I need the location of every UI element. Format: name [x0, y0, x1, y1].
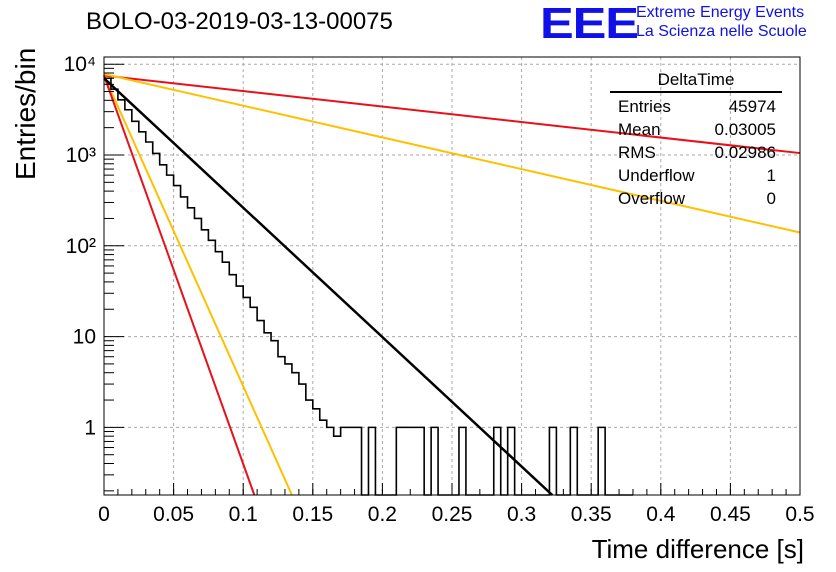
stats-row-overflow: Overflow 0: [610, 187, 782, 210]
x-tick-label: 0.45: [710, 503, 751, 526]
stats-value: 0.03005: [714, 120, 776, 139]
stats-label: RMS: [618, 143, 656, 162]
org-line-1: Extreme Energy Events: [636, 4, 805, 21]
stats-value: 0: [766, 189, 776, 208]
stats-box: DeltaTime Entries 45974 Mean 0.03005 RMS…: [610, 70, 782, 210]
envelope-line-orange: [103, 75, 293, 496]
org-name: Extreme Energy Events La Scienza nelle S…: [636, 3, 807, 41]
stats-value: 0.02986: [714, 143, 776, 162]
x-tick-label: 0.15: [292, 503, 333, 526]
axis-ticks: 0 0.05 0.1 0.15 0.2 0.25 0.3 0.35 0.4 0.45 0.51101…: [64, 53, 815, 526]
x-tick-label: 0.1: [229, 503, 258, 526]
fit-line: [103, 77, 554, 496]
histogram-steps: [104, 77, 633, 496]
x-tick-label: 0.4: [646, 503, 676, 526]
envelope-line-orange: [103, 73, 801, 234]
org-line-2: La Scienza nelle Scuole: [636, 23, 807, 40]
y-tick-label: 1: [84, 416, 96, 439]
x-tick-label: 0.3: [507, 503, 536, 526]
x-tick-label: 0.2: [368, 503, 397, 526]
stats-label: Underflow: [618, 166, 695, 185]
y-tick-label: 10³: [66, 144, 96, 167]
y-tick-label: 10: [73, 326, 96, 349]
stats-row-entries: Entries 45974: [610, 95, 782, 118]
grid: [104, 57, 800, 495]
stats-row-underflow: Underflow 1: [610, 164, 782, 187]
stats-value: 45974: [728, 97, 776, 116]
stats-label: Overflow: [618, 189, 686, 208]
eee-logo: EEE: [540, 0, 639, 48]
stats-label: Entries: [618, 97, 671, 116]
x-tick-label: 0.05: [153, 503, 194, 526]
stats-row-rms: RMS 0.02986: [610, 141, 782, 164]
stats-value: 1: [766, 166, 776, 185]
y-axis-label: Entries/bin: [10, 47, 41, 180]
stats-label: Mean: [618, 120, 661, 139]
x-tick-label: 0.25: [432, 503, 473, 526]
stats-title: DeltaTime: [610, 70, 782, 93]
y-tick-label: 10²: [66, 235, 96, 258]
stats-row-mean: Mean 0.03005: [610, 118, 782, 141]
x-axis-label: Time difference [s]: [591, 534, 804, 564]
envelope-line-red: [103, 74, 801, 155]
x-tick-label: 0.35: [571, 503, 612, 526]
x-tick-label: 0: [98, 503, 110, 526]
envelope-line-red: [103, 75, 256, 496]
y-tick-label: 10⁴: [64, 53, 96, 76]
plot-lines: [103, 73, 801, 496]
x-tick-label: 0.5: [785, 503, 814, 526]
chart-title: BOLO-03-2019-03-13-00075: [86, 8, 393, 35]
